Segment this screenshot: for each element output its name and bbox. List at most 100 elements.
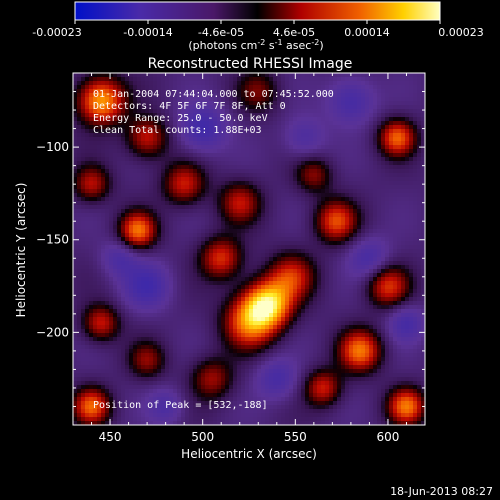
heatmap-cell	[257, 249, 262, 254]
heatmap-cell	[193, 101, 198, 106]
heatmap-cell	[177, 253, 182, 258]
heatmap-cell	[377, 209, 382, 214]
heatmap-cell	[333, 253, 338, 258]
heatmap-cell	[325, 81, 330, 86]
heatmap-cell	[329, 233, 334, 238]
heatmap-cell	[109, 213, 114, 218]
heatmap-cell	[125, 153, 130, 158]
heatmap-cell	[133, 241, 138, 246]
heatmap-cell	[121, 85, 126, 90]
heatmap-cell	[329, 209, 334, 214]
heatmap-cell	[189, 113, 194, 118]
heatmap-cell	[121, 129, 126, 134]
heatmap-cell	[197, 73, 202, 78]
heatmap-cell	[421, 205, 425, 210]
heatmap-cell	[373, 153, 378, 158]
heatmap-cell	[217, 153, 222, 158]
heatmap-cell	[361, 141, 366, 146]
heatmap-cell	[201, 121, 206, 126]
heatmap-cell	[369, 185, 374, 190]
heatmap-cell	[385, 145, 390, 150]
heatmap-cell	[145, 233, 150, 238]
heatmap-cell	[181, 249, 186, 254]
heatmap-cell	[397, 81, 402, 86]
heatmap-cell	[269, 189, 274, 194]
heatmap-cell	[161, 129, 166, 134]
heatmap-cell	[325, 141, 330, 146]
heatmap-cell	[301, 185, 306, 190]
heatmap-cell	[77, 81, 82, 86]
heatmap-cell	[349, 229, 354, 234]
heatmap-cell	[365, 289, 370, 294]
heatmap-cell	[341, 153, 346, 158]
heatmap-cell	[305, 293, 310, 298]
heatmap-cell	[353, 193, 358, 198]
heatmap-cell	[257, 125, 262, 130]
heatmap-cell	[249, 117, 254, 122]
heatmap-cell	[137, 273, 142, 278]
heatmap-cell	[209, 121, 214, 126]
heatmap-cell	[349, 133, 354, 138]
heatmap-cell	[209, 77, 214, 82]
heatmap-cell	[121, 289, 126, 294]
heatmap-cell	[133, 93, 138, 98]
heatmap-cell	[193, 297, 198, 302]
heatmap-cell	[253, 81, 258, 86]
heatmap-cell	[225, 165, 230, 170]
heatmap-cell	[185, 197, 190, 202]
heatmap-cell	[313, 285, 318, 290]
heatmap-cell	[149, 145, 154, 150]
heatmap-cell	[165, 265, 170, 270]
heatmap-cell	[145, 189, 150, 194]
heatmap-cell	[353, 249, 358, 254]
heatmap-cell	[257, 201, 262, 206]
heatmap-cell	[173, 145, 178, 150]
heatmap-cell	[301, 109, 306, 114]
heatmap-cell	[149, 173, 154, 178]
heatmap-cell	[365, 77, 370, 82]
heatmap-cell	[297, 221, 302, 226]
heatmap-cell	[193, 129, 198, 134]
heatmap-cell	[133, 197, 138, 202]
heatmap-cell	[317, 245, 322, 250]
heatmap-cell	[141, 213, 146, 218]
heatmap-cell	[221, 169, 226, 174]
heatmap-cell	[405, 93, 410, 98]
heatmap-cell	[237, 153, 242, 158]
heatmap-cell	[301, 241, 306, 246]
heatmap-cell	[273, 185, 278, 190]
heatmap-cell	[229, 101, 234, 106]
heatmap-cell	[381, 145, 386, 150]
heatmap-cell	[125, 269, 130, 274]
heatmap-cell	[225, 205, 230, 210]
heatmap-cell	[357, 257, 362, 262]
heatmap-cell	[373, 261, 378, 266]
heatmap-cell	[417, 169, 422, 174]
heatmap-cell	[241, 93, 246, 98]
heatmap-cell	[421, 213, 425, 218]
heatmap-cell	[257, 177, 262, 182]
heatmap-cell	[333, 293, 338, 298]
heatmap-cell	[317, 73, 322, 78]
heatmap-cell	[225, 241, 230, 246]
heatmap-cell	[393, 249, 398, 254]
heatmap-cell	[229, 293, 234, 298]
heatmap-cell	[165, 269, 170, 274]
heatmap-cell	[213, 197, 218, 202]
heatmap-cell	[381, 193, 386, 198]
heatmap-cell	[97, 169, 102, 174]
heatmap-cell	[337, 249, 342, 254]
heatmap-cell	[225, 189, 230, 194]
heatmap-cell	[297, 185, 302, 190]
heatmap-cell	[325, 145, 330, 150]
heatmap-cell	[241, 133, 246, 138]
heatmap-cell	[113, 121, 118, 126]
heatmap-cell	[141, 257, 146, 262]
heatmap-cell	[413, 133, 418, 138]
heatmap-cell	[349, 201, 354, 206]
heatmap-cell	[265, 225, 270, 230]
heatmap-cell	[285, 241, 290, 246]
heatmap-cell	[241, 265, 246, 270]
heatmap-cell	[297, 245, 302, 250]
heatmap-cell	[305, 93, 310, 98]
